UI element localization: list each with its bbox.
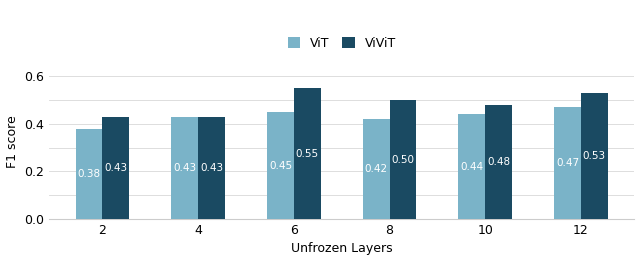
Bar — [485, 105, 512, 219]
Text: 0.43: 0.43 — [200, 163, 223, 173]
Text: 0.38: 0.38 — [77, 169, 100, 179]
Text: 0.53: 0.53 — [583, 151, 606, 161]
Y-axis label: F1 score: F1 score — [6, 115, 19, 168]
Text: 0.42: 0.42 — [365, 164, 388, 174]
Text: 0.50: 0.50 — [392, 155, 415, 164]
Text: 0.44: 0.44 — [460, 162, 483, 172]
Text: 0.43: 0.43 — [104, 163, 127, 173]
Text: 0.43: 0.43 — [173, 163, 196, 173]
Bar — [198, 117, 225, 219]
Bar — [581, 93, 608, 219]
Bar — [102, 117, 129, 219]
Bar — [363, 119, 390, 219]
Text: 0.45: 0.45 — [269, 161, 292, 170]
Bar — [172, 117, 198, 219]
Text: 0.47: 0.47 — [556, 158, 579, 168]
Bar — [294, 88, 321, 219]
Legend: ViT, ViViT: ViT, ViViT — [287, 37, 396, 50]
X-axis label: Unfrozen Layers: Unfrozen Layers — [291, 242, 392, 256]
Text: 0.48: 0.48 — [487, 157, 510, 167]
Bar — [390, 100, 417, 219]
Bar — [458, 114, 485, 219]
Text: 0.55: 0.55 — [296, 149, 319, 159]
Bar — [76, 129, 102, 219]
Bar — [267, 112, 294, 219]
Bar — [554, 107, 581, 219]
